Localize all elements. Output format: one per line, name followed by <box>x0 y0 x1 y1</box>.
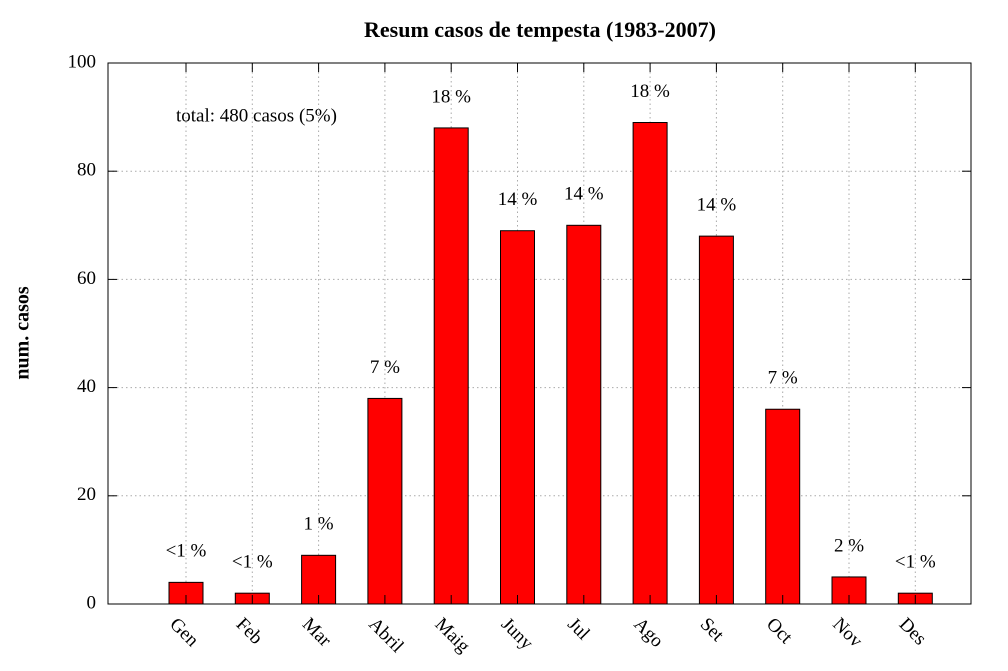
annotation: total: 480 casos (5%) <box>176 105 337 126</box>
y-tick-label: 60 <box>77 268 96 289</box>
percent-label: 14 % <box>498 189 538 210</box>
x-tick-label: Jul <box>563 614 594 645</box>
y-axis-label: num. casos <box>12 286 34 380</box>
y-tick-label: 0 <box>87 592 97 613</box>
x-tick-label: Mar <box>298 614 336 652</box>
x-tick-label: Set <box>696 614 729 647</box>
x-tick-label: Oct <box>762 614 797 649</box>
x-tick-label: Juny <box>497 614 538 655</box>
x-tick-label: Abril <box>364 614 407 657</box>
percent-label: 7 % <box>768 368 798 389</box>
x-tick-label: Gen <box>165 614 203 652</box>
chart-title: Resum casos de tempesta (1983-2007) <box>364 17 716 42</box>
y-tick-label: 100 <box>68 51 97 72</box>
x-tick-label: Des <box>895 614 931 650</box>
percent-label: 2 % <box>834 535 864 556</box>
x-tick-label: Maig <box>431 614 475 658</box>
bar <box>367 397 403 605</box>
bar <box>500 230 535 605</box>
percent-label: 1 % <box>304 514 334 535</box>
percent-label: 7 % <box>370 357 400 378</box>
bar <box>698 235 734 605</box>
y-tick-label: 80 <box>77 160 96 181</box>
plot-frame <box>107 62 972 605</box>
percent-label: 18 % <box>431 86 471 107</box>
percent-label: <1 % <box>895 552 936 573</box>
percent-label: 14 % <box>564 184 604 205</box>
percent-label: 14 % <box>697 194 737 215</box>
percent-label: <1 % <box>166 541 207 562</box>
y-tick-label: 20 <box>77 484 96 505</box>
percent-label: <1 % <box>232 552 273 573</box>
bar <box>632 122 668 605</box>
x-tick-label: Nov <box>828 614 866 652</box>
bar <box>566 224 602 605</box>
y-tick-label: 40 <box>77 376 96 397</box>
bar <box>433 127 469 605</box>
x-tick-label: Ago <box>629 614 667 652</box>
bar <box>765 408 801 605</box>
percent-label: 18 % <box>630 81 670 102</box>
x-tick-label: Feb <box>232 614 267 649</box>
